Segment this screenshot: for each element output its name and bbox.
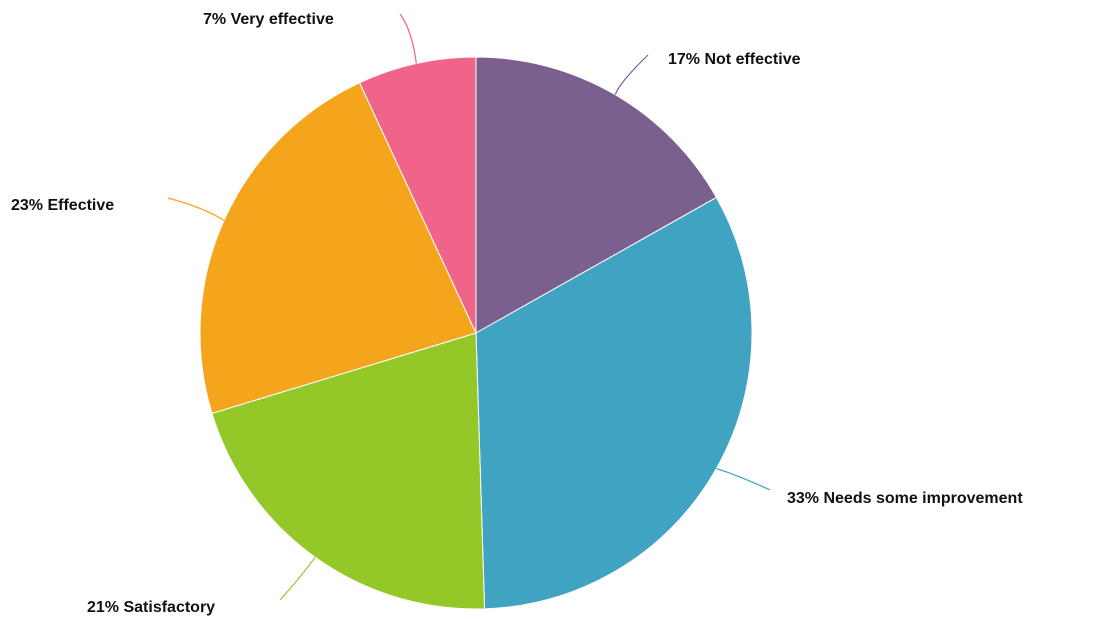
leader-lines bbox=[167, 13, 771, 601]
pie-slice-effective bbox=[199, 82, 477, 414]
slice-label-very-effective: 7% Very effective bbox=[203, 11, 334, 28]
leader-line-satisfactory bbox=[279, 556, 316, 601]
pie-slice-not-effective bbox=[475, 56, 718, 334]
slice-labels: 17% Not effective 33% Needs some improve… bbox=[11, 11, 1023, 616]
pie-slices bbox=[199, 56, 753, 610]
leader-line-needs-some-improvement bbox=[716, 467, 771, 491]
pie-slice-satisfactory bbox=[211, 332, 486, 610]
pie-slice-very-effective bbox=[358, 56, 477, 334]
leader-line-not-effective bbox=[614, 54, 649, 95]
pie-slice-needs-some-improvement bbox=[475, 196, 753, 610]
leader-line-effective bbox=[167, 197, 225, 221]
slice-label-effective: 23% Effective bbox=[11, 197, 114, 214]
slice-label-not-effective: 17% Not effective bbox=[668, 51, 801, 68]
slice-label-needs-some-improvement: 33% Needs some improvement bbox=[787, 490, 1023, 507]
slice-label-satisfactory: 21% Satisfactory bbox=[87, 599, 215, 616]
leader-line-very-effective bbox=[399, 13, 417, 64]
